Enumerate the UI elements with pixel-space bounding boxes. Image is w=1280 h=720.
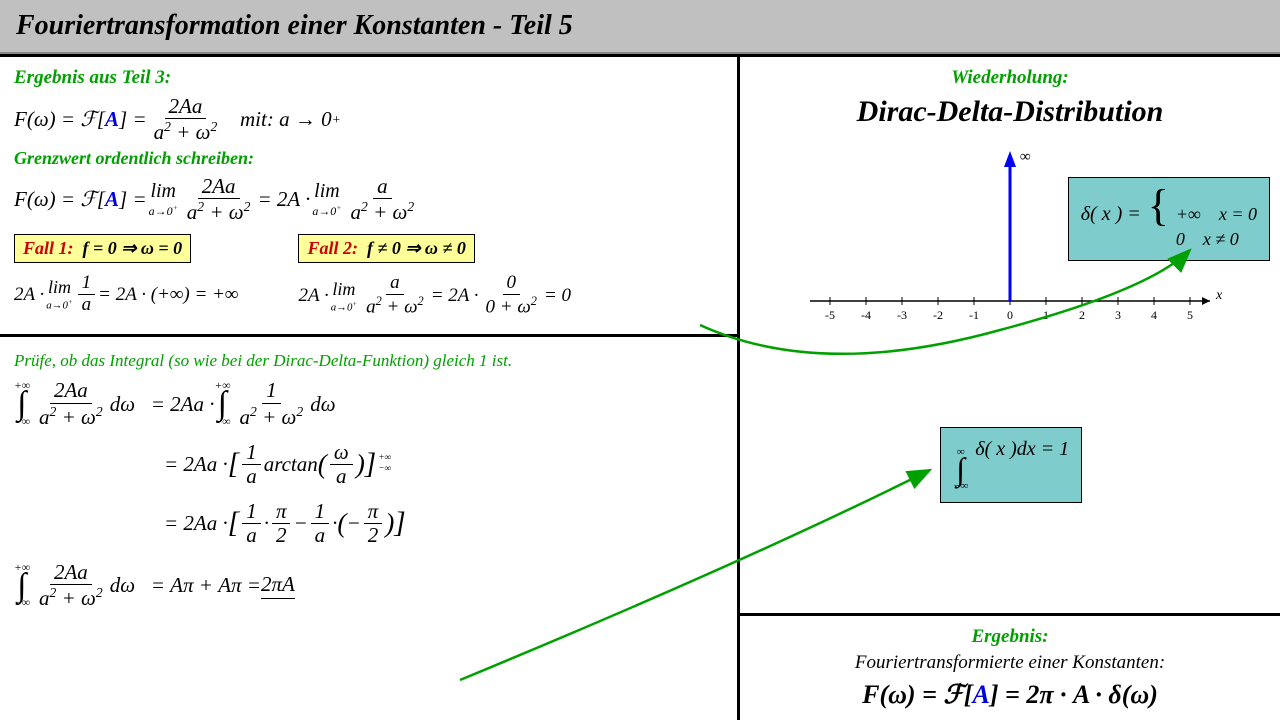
dirac-title: Dirac-Delta-Distribution [754, 95, 1266, 129]
svg-text:3: 3 [1115, 308, 1121, 322]
left-column: Ergebnis aus Teil 3: F(ω) = ℱ[A] = 2Aaa2… [0, 57, 740, 720]
right-column: Wiederholung: Dirac-Delta-Distribution -… [740, 57, 1280, 720]
heading-ergebnis-teil3: Ergebnis aus Teil 3: [14, 67, 723, 89]
svg-text:-2: -2 [933, 308, 943, 322]
heading-pruefe: Prüfe, ob das Integral (so wie bei der D… [14, 351, 723, 371]
result-equation: F(ω) = ℱ[A] = 2π · A · δ(ω) [754, 680, 1266, 710]
content-area: Ergebnis aus Teil 3: F(ω) = ℱ[A] = 2Aaa2… [0, 54, 1280, 720]
eq-integral-result: +∞∫−∞ 2Aaa2 + ω2 dω = Aπ + Aπ = 2πA [14, 561, 723, 610]
panel-integral-check: Prüfe, ob das Integral (so wie bei der D… [0, 337, 737, 720]
fall2-box: Fall 2: f ≠ 0 ⇒ ω ≠ 0 [298, 234, 474, 263]
heading-wiederholung: Wiederholung: [754, 67, 1266, 89]
eq-F-omega-def: F(ω) = ℱ[A] = 2Aaa2 + ω2 mit: a → 0+ [14, 95, 723, 144]
heading-ergebnis: Ergebnis: [754, 626, 1266, 648]
mit-label: mit: a → 0 [240, 107, 332, 132]
svg-text:4: 4 [1151, 308, 1157, 322]
fall1-box: Fall 1: f = 0 ⇒ ω = 0 [14, 234, 191, 263]
svg-text:1: 1 [1043, 308, 1049, 322]
dirac-panel: Wiederholung: Dirac-Delta-Distribution -… [740, 57, 1280, 613]
result-subtitle: Fouriertransformierte einer Konstanten: [754, 652, 1266, 674]
eq-integral-step3: = 2Aa · [ 1a · π2 − 1a · (− π2 ) ] [164, 500, 723, 547]
svg-text:x: x [1215, 288, 1223, 303]
eq-integral-step1: +∞∫−∞ 2Aaa2 + ω2 dω = 2Aa · +∞∫−∞ 1a2 + … [14, 379, 723, 428]
fall1-eq: 2A · lima→0+ 1a = 2A · (+∞) = +∞ [14, 273, 238, 316]
heading-grenzwert: Grenzwert ordentlich schreiben: [14, 148, 723, 169]
result-panel: Ergebnis: Fouriertransformierte einer Ko… [740, 613, 1280, 720]
header-bar: Fouriertransformation einer Konstanten -… [0, 0, 1280, 54]
panel-result-part3: Ergebnis aus Teil 3: F(ω) = ℱ[A] = 2Aaa2… [0, 57, 737, 337]
svg-text:-1: -1 [969, 308, 979, 322]
svg-text:-4: -4 [861, 308, 871, 322]
svg-text:-5: -5 [825, 308, 835, 322]
svg-text:∞: ∞ [1020, 149, 1031, 165]
delta-integral-box: ∞∫−∞ δ( x )dx = 1 [940, 427, 1082, 503]
cases-row: Fall 1: f = 0 ⇒ ω = 0 2A · lima→0+ 1a = … [14, 228, 723, 322]
eq-limit-expanded: F(ω) = ℱ[A] = lima→0+ 2Aaa2 + ω2 = 2A · … [14, 175, 723, 224]
fall2-col: Fall 2: f ≠ 0 ⇒ ω ≠ 0 2A · lima→0+ aa2 +… [298, 228, 571, 322]
fall2-eq: 2A · lima→0+ aa2 + ω2 = 2A · 00 + ω2 = 0 [298, 273, 571, 318]
fall1-col: Fall 1: f = 0 ⇒ ω = 0 2A · lima→0+ 1a = … [14, 228, 238, 322]
svg-text:2: 2 [1079, 308, 1085, 322]
svg-text:-3: -3 [897, 308, 907, 322]
page-title: Fouriertransformation einer Konstanten -… [16, 10, 1264, 42]
svg-text:5: 5 [1187, 308, 1193, 322]
svg-text:0: 0 [1007, 308, 1013, 322]
eq-integral-step2: = 2Aa · [ 1a arctan ( ωa ) ] +∞−∞ [164, 441, 723, 488]
delta-definition-box: δ( x ) = { +∞x = 0 0x ≠ 0 [1068, 177, 1270, 261]
